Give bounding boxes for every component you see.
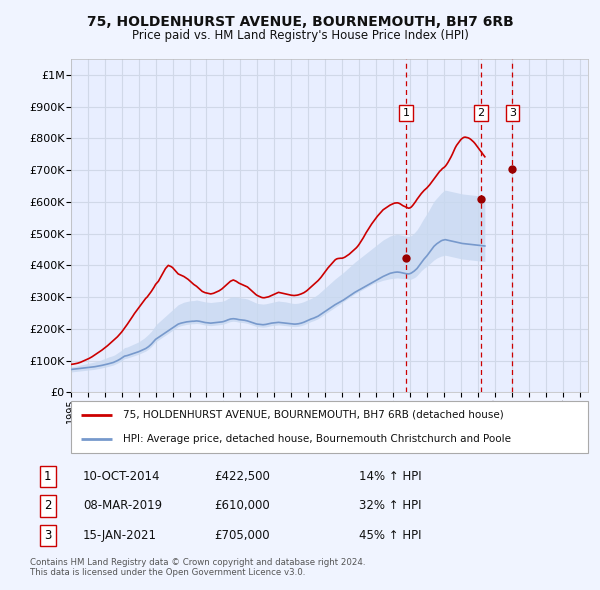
- Text: 45% ↑ HPI: 45% ↑ HPI: [359, 529, 422, 542]
- Text: 1: 1: [44, 470, 52, 483]
- Text: 1: 1: [403, 108, 410, 118]
- Text: £610,000: £610,000: [214, 499, 270, 513]
- Text: 75, HOLDENHURST AVENUE, BOURNEMOUTH, BH7 6RB (detached house): 75, HOLDENHURST AVENUE, BOURNEMOUTH, BH7…: [122, 409, 503, 419]
- Text: Contains HM Land Registry data © Crown copyright and database right 2024.
This d: Contains HM Land Registry data © Crown c…: [30, 558, 365, 577]
- Text: Price paid vs. HM Land Registry's House Price Index (HPI): Price paid vs. HM Land Registry's House …: [131, 29, 469, 42]
- FancyBboxPatch shape: [71, 401, 588, 453]
- Text: HPI: Average price, detached house, Bournemouth Christchurch and Poole: HPI: Average price, detached house, Bour…: [122, 434, 511, 444]
- Text: 15-JAN-2021: 15-JAN-2021: [83, 529, 157, 542]
- Text: 08-MAR-2019: 08-MAR-2019: [83, 499, 162, 513]
- Text: 3: 3: [44, 529, 52, 542]
- Text: 14% ↑ HPI: 14% ↑ HPI: [359, 470, 422, 483]
- Text: 2: 2: [44, 499, 52, 513]
- Text: 10-OCT-2014: 10-OCT-2014: [83, 470, 161, 483]
- Text: £422,500: £422,500: [214, 470, 270, 483]
- Text: £705,000: £705,000: [214, 529, 270, 542]
- Text: 32% ↑ HPI: 32% ↑ HPI: [359, 499, 422, 513]
- Text: 3: 3: [509, 108, 516, 118]
- Text: 75, HOLDENHURST AVENUE, BOURNEMOUTH, BH7 6RB: 75, HOLDENHURST AVENUE, BOURNEMOUTH, BH7…: [86, 15, 514, 29]
- Text: 2: 2: [477, 108, 484, 118]
